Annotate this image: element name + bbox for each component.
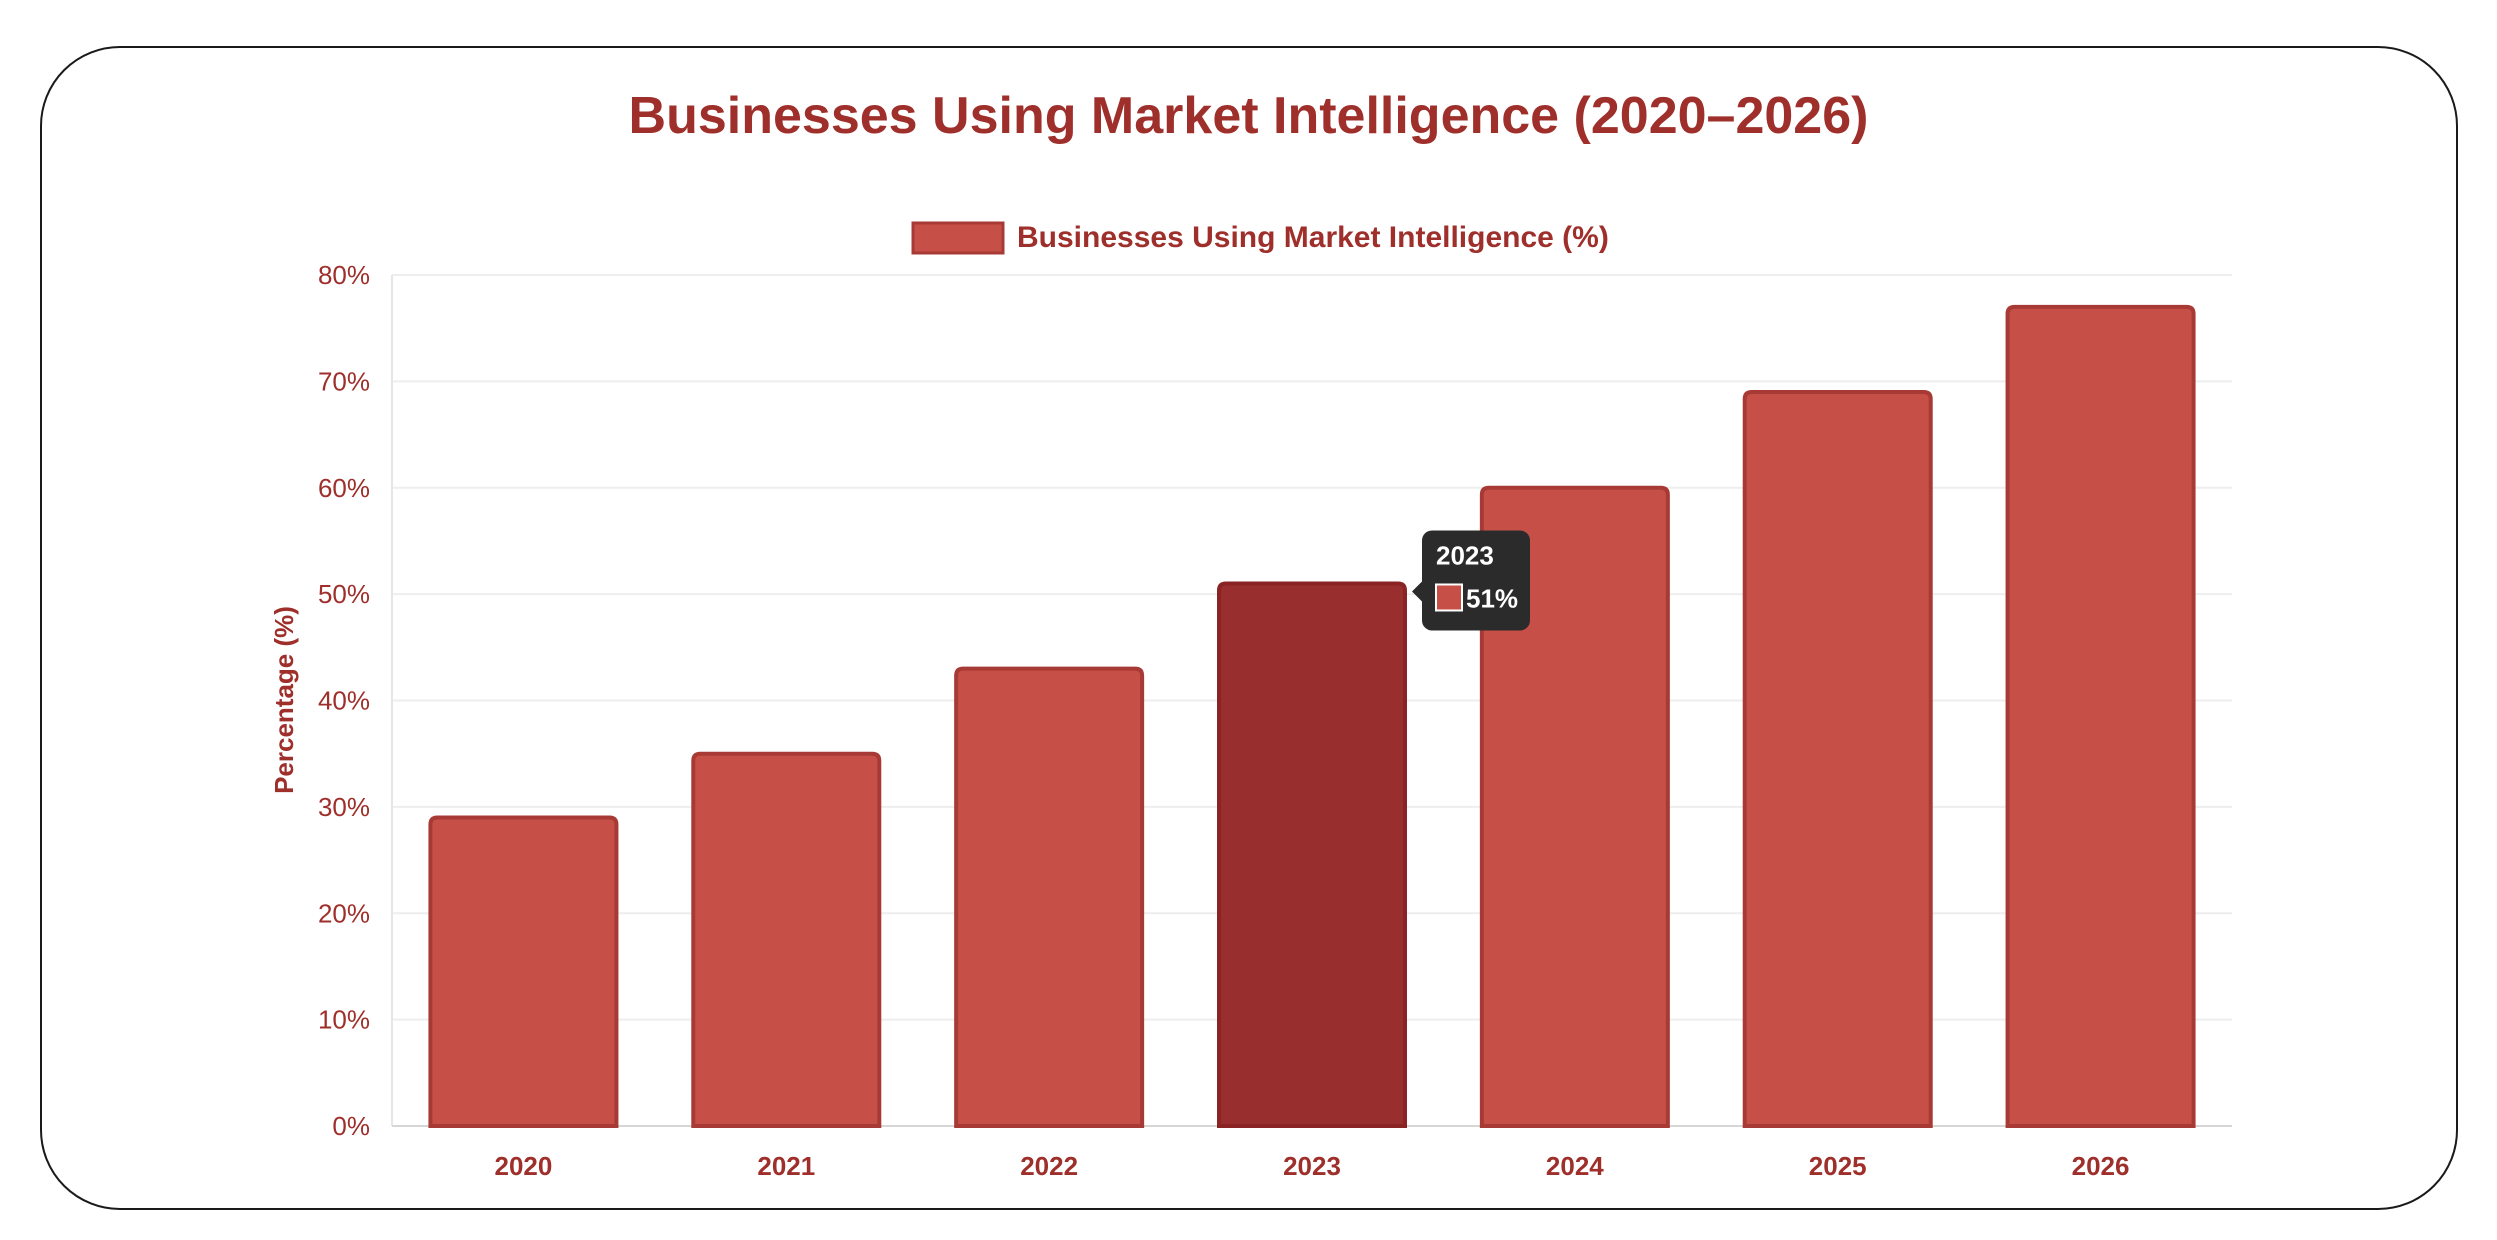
y-tick-label: 0% — [332, 1111, 370, 1141]
legend[interactable]: Businesses Using Market Intelligence (%) — [911, 221, 1609, 255]
bar-2024 — [1479, 485, 1670, 1128]
legend-label[interactable]: Businesses Using Market Intelligence (%) — [1017, 221, 1609, 254]
legend-swatch[interactable] — [911, 221, 1005, 255]
bar-2026 — [2005, 304, 2196, 1128]
x-tick-label: 2024 — [1546, 1151, 1604, 1181]
tooltip-value: 51% — [1466, 583, 1518, 613]
x-tick-label: 2025 — [1809, 1151, 1867, 1181]
bar-2025 — [1742, 390, 1933, 1128]
x-tick-label: 2020 — [495, 1151, 553, 1181]
x-tick-label: 2021 — [757, 1151, 815, 1181]
bar-2020 — [428, 815, 619, 1128]
y-tick-label: 30% — [318, 792, 370, 822]
bar-2022 — [954, 666, 1145, 1128]
tooltip-swatch — [1435, 583, 1463, 612]
x-tick-label: 2022 — [1020, 1151, 1078, 1181]
bars — [428, 304, 2196, 1128]
bar-2023 — [1217, 581, 1407, 1128]
tooltip: 2023 51% — [1412, 530, 1530, 631]
tooltip-pointer — [1412, 581, 1422, 602]
y-tick-labels: 0% 10% 20% 30% 40% 50% 60% 70% 80% — [318, 260, 370, 1141]
chart-title: Businesses Using Market Intelligence (20… — [628, 87, 1869, 145]
y-tick-label: 40% — [318, 686, 370, 716]
y-tick-label: 50% — [318, 579, 370, 609]
y-tick-label: 20% — [318, 898, 370, 928]
y-tick-label: 70% — [318, 366, 370, 396]
y-tick-label: 80% — [318, 260, 370, 290]
x-tick-label: 2026 — [2072, 1151, 2130, 1181]
y-tick-label: 10% — [318, 1005, 370, 1035]
x-tick-labels: 2020 2021 2022 2023 2024 2025 2026 — [495, 1151, 2130, 1181]
x-tick-label: 2023 — [1283, 1151, 1341, 1181]
y-axis-label: Percentage (%) — [269, 606, 299, 794]
tooltip-title: 2023 — [1436, 540, 1494, 570]
bar-2021 — [691, 751, 882, 1128]
y-tick-label: 60% — [318, 473, 370, 503]
